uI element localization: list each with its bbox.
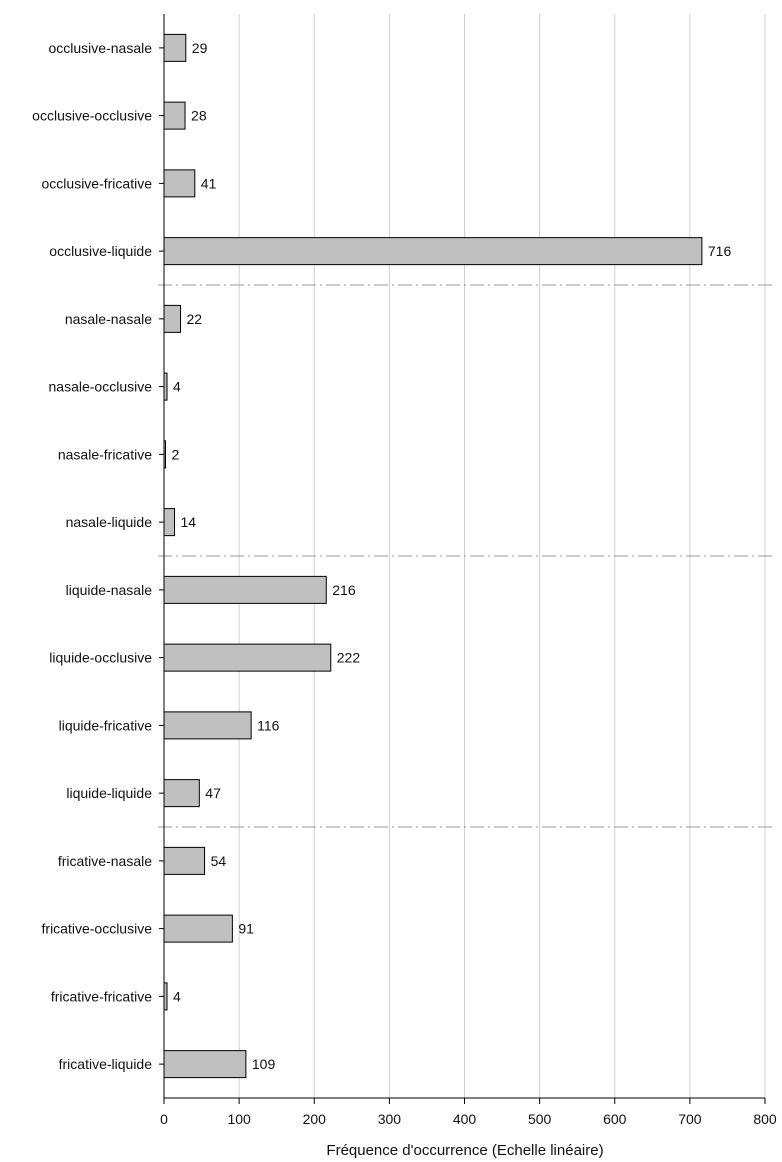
category-label-nasale-fricative: nasale-fricative xyxy=(58,446,152,462)
category-label-nasale-occlusive: nasale-occlusive xyxy=(49,379,153,395)
bar-occlusive-occlusive xyxy=(163,101,186,130)
category-label-nasale-nasale: nasale-nasale xyxy=(65,311,152,327)
value-label-fricative-fricative: 4 xyxy=(173,988,181,1004)
value-label-occlusive-occlusive: 28 xyxy=(191,108,207,124)
bar-occlusive-fricative xyxy=(163,169,196,198)
value-label-nasale-liquide: 14 xyxy=(181,514,197,530)
value-label-occlusive-nasale: 29 xyxy=(192,40,208,56)
category-label-occlusive-nasale: occlusive-nasale xyxy=(49,40,153,56)
bar-occlusive-nasale xyxy=(163,33,187,62)
bar-fricative-occlusive xyxy=(163,914,233,943)
category-label-liquide-nasale: liquide-nasale xyxy=(66,582,153,598)
value-label-occlusive-fricative: 41 xyxy=(201,175,217,191)
bar-liquide-occlusive xyxy=(163,643,332,672)
x-tick-label-700: 700 xyxy=(678,1111,702,1127)
x-tick-label-200: 200 xyxy=(303,1111,327,1127)
bar-liquide-fricative xyxy=(163,711,252,740)
category-label-fricative-occlusive: fricative-occlusive xyxy=(42,921,153,937)
bars-layer xyxy=(163,33,703,1079)
value-label-liquide-occlusive: 222 xyxy=(337,650,361,666)
value-label-fricative-nasale: 54 xyxy=(211,853,227,869)
value-label-nasale-fricative: 2 xyxy=(172,446,180,462)
bar-fricative-nasale xyxy=(163,846,206,875)
category-label-occlusive-liquide: occlusive-liquide xyxy=(49,243,152,259)
group-separators xyxy=(158,284,775,828)
x-tick-label-300: 300 xyxy=(378,1111,402,1127)
value-label-nasale-occlusive: 4 xyxy=(173,379,181,395)
category-label-liquide-liquide: liquide-liquide xyxy=(66,785,152,801)
category-label-fricative-nasale: fricative-nasale xyxy=(58,853,152,869)
category-label-fricative-fricative: fricative-fricative xyxy=(51,988,152,1004)
value-label-liquide-nasale: 216 xyxy=(332,582,356,598)
x-tick-label-100: 100 xyxy=(227,1111,251,1127)
category-label-liquide-occlusive: liquide-occlusive xyxy=(49,650,152,666)
value-label-liquide-liquide: 47 xyxy=(205,785,221,801)
value-label-occlusive-liquide: 716 xyxy=(708,243,732,259)
x-tick-label-400: 400 xyxy=(453,1111,477,1127)
bar-nasale-nasale xyxy=(163,304,182,333)
category-label-liquide-fricative: liquide-fricative xyxy=(59,717,153,733)
category-label-occlusive-occlusive: occlusive-occlusive xyxy=(32,108,152,124)
value-label-liquide-fricative: 116 xyxy=(257,717,280,733)
x-tick-label-600: 600 xyxy=(603,1111,627,1127)
value-label-fricative-occlusive: 91 xyxy=(238,921,254,937)
bar-liquide-liquide xyxy=(163,779,200,808)
category-label-fricative-liquide: fricative-liquide xyxy=(59,1056,153,1072)
labels-layer: 0 100 200 300 400 500 600 700 800 occlusive-nasal… xyxy=(32,40,777,1127)
category-label-occlusive-fricative: occlusive-fricative xyxy=(42,175,153,191)
bar-liquide-nasale xyxy=(163,575,327,604)
x-tick-label-500: 500 xyxy=(528,1111,552,1127)
bar-fricative-liquide xyxy=(163,1050,247,1079)
x-axis-title: Fréquence d'occurrence (Echelle linéaire… xyxy=(326,1142,603,1159)
x-tick-label-0: 0 xyxy=(160,1111,168,1127)
bar-occlusive-liquide xyxy=(163,237,703,266)
value-label-nasale-nasale: 22 xyxy=(187,311,203,327)
value-label-fricative-liquide: 109 xyxy=(252,1056,276,1072)
category-label-nasale-liquide: nasale-liquide xyxy=(66,514,153,530)
x-tick-label-800: 800 xyxy=(753,1111,777,1127)
bar-nasale-liquide xyxy=(163,508,176,537)
